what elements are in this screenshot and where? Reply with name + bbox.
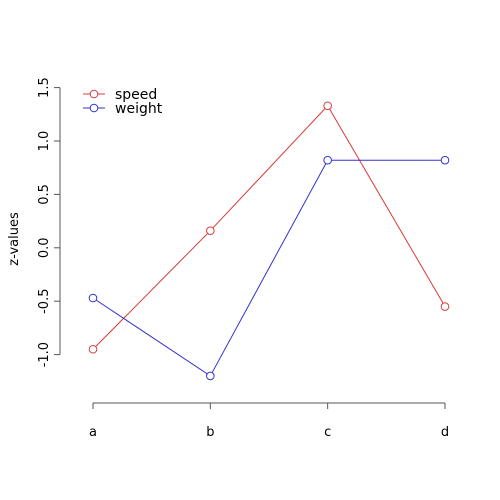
series-line-weight [92, 159, 445, 377]
data-point [440, 302, 450, 311]
legend-marker [89, 89, 99, 99]
data-point [323, 155, 332, 165]
data-point [88, 293, 98, 303]
y-axis: -1.0 -0.5 0.0 0.5 1.0 1.5 [37, 77, 61, 367]
data-point [206, 226, 215, 236]
series-speed [88, 101, 450, 354]
y-tick-label: -0.5 [37, 289, 52, 314]
series-weight [88, 155, 450, 381]
legend-marker [89, 103, 99, 113]
data-point [206, 371, 215, 381]
legend-item-speed: speed [83, 87, 157, 103]
x-axis: a b c d [89, 402, 449, 440]
legend-label: weight [115, 101, 163, 117]
y-tick-label: 0.0 [37, 237, 52, 258]
x-tick-label: d [441, 425, 449, 440]
y-tick-label: -1.0 [37, 342, 52, 367]
y-tick-label: 1.0 [37, 131, 52, 152]
data-point [88, 344, 98, 354]
series-line-speed [92, 104, 446, 350]
y-axis-title: z-values [7, 212, 22, 266]
x-tick-label: a [89, 425, 97, 440]
series-layer [88, 101, 450, 381]
x-tick-label: c [324, 425, 331, 440]
data-point [323, 101, 332, 111]
legend-item-weight: weight [83, 101, 163, 117]
y-tick-label: 0.5 [37, 184, 52, 205]
x-tick-label: b [206, 425, 214, 440]
legend-label: speed [115, 87, 157, 103]
data-point [440, 155, 450, 165]
y-tick-label: 1.5 [37, 77, 52, 98]
